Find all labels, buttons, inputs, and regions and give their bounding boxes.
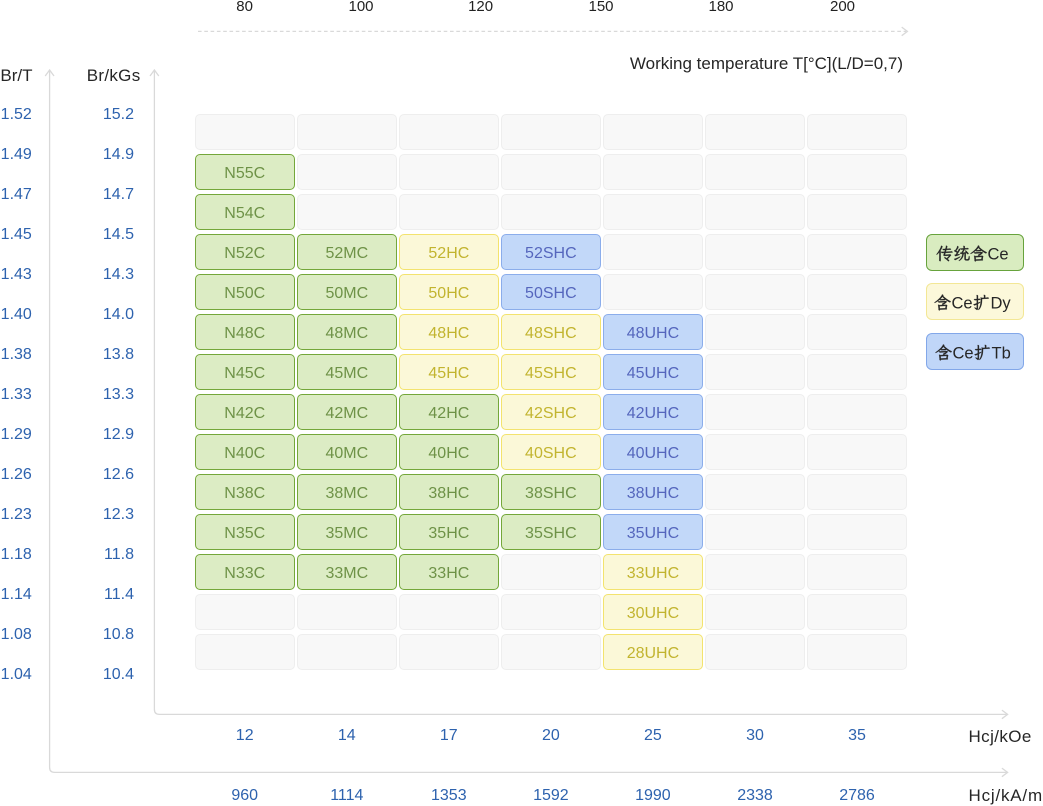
svg-text:Dy: Dy	[991, 294, 1012, 312]
svg-text:Ce: Ce	[952, 294, 973, 312]
svg-text:Tb: Tb	[992, 344, 1011, 362]
svg-text:Ce: Ce	[988, 245, 1009, 263]
svg-text:Ce: Ce	[953, 344, 974, 362]
